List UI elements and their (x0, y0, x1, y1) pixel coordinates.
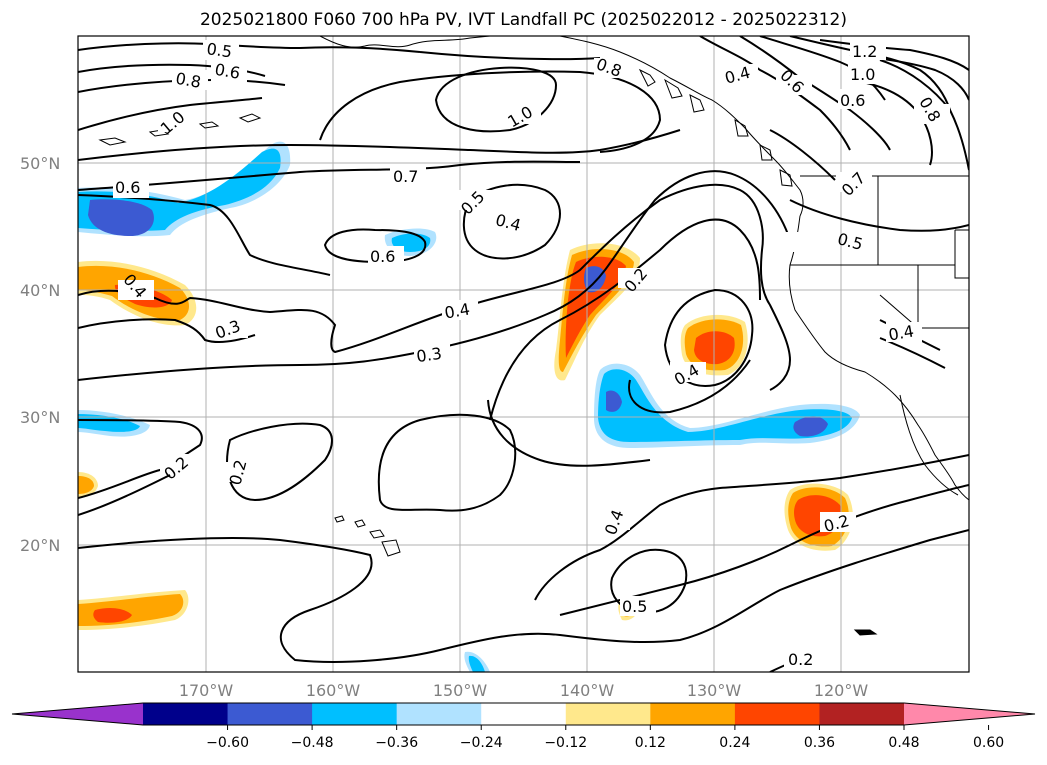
contour-label: 0.6 (840, 91, 865, 110)
contour-label-group: 0.5 0.6 0.8 1.0 1.0 0.8 0.4 0.6 1.2 1.0 … (113, 39, 950, 670)
colorbar-tick-label: −0.60 (206, 735, 249, 751)
contour-label: 1.2 (852, 42, 877, 61)
contour-label: 0.6 (370, 247, 395, 266)
latitude-labels: 50°N 40°N 30°N 20°N (20, 154, 60, 555)
colorbar-tick-label: 0.24 (719, 735, 750, 751)
map-title: 2025021800 F060 700 hPa PV, IVT Landfall… (199, 10, 847, 30)
contour-label: 0.6 (115, 178, 140, 197)
colorbar-tick-label: 0.60 (973, 735, 1004, 751)
colorbar-extend-low (12, 703, 143, 725)
contour-label: 0.3 (415, 344, 443, 366)
lat-label-50n: 50°N (20, 154, 60, 173)
coastlines (98, 36, 969, 636)
contour-label: 0.6 (213, 60, 241, 83)
colorbar-swatch (481, 703, 567, 725)
lon-label-170w: 170°W (179, 681, 234, 700)
colorbar-tick-label: 0.12 (635, 735, 666, 751)
colorbar-tick-label: −0.12 (544, 735, 587, 751)
shaded-areas (78, 141, 860, 672)
colorbar-tick-label: 0.48 (888, 735, 919, 751)
colorbar-tick-label: −0.48 (291, 735, 334, 751)
contour-label: 0.2 (788, 650, 813, 669)
contour-label: 0.4 (443, 299, 471, 322)
lon-label-120w: 120°W (814, 681, 869, 700)
lat-label-40n: 40°N (20, 281, 60, 300)
contour-label: 0.5 (205, 39, 233, 61)
colorbar-swatch (734, 703, 820, 725)
lon-label-140w: 140°W (560, 681, 615, 700)
lat-label-20n: 20°N (20, 536, 60, 555)
colorbar-tick-label: −0.36 (375, 735, 418, 751)
contour-label: 0.5 (622, 597, 647, 616)
longitude-labels: 170°W 160°W 150°W 140°W 130°W 120°W (179, 681, 869, 700)
lon-label-150w: 150°W (433, 681, 488, 700)
contour-label: 0.7 (393, 167, 418, 186)
colorbar-swatch (650, 703, 736, 725)
colorbar-swatch (819, 703, 905, 725)
colorbar-swatch (312, 703, 398, 725)
colorbar-extend-high (904, 703, 1035, 725)
map-frame (77, 35, 970, 673)
lat-label-30n: 30°N (20, 408, 60, 427)
contour-label: 1.0 (850, 65, 875, 84)
contour-label: 0.4 (887, 321, 915, 344)
contour-label: 0.8 (174, 69, 202, 92)
colorbar-tick-label: 0.36 (804, 735, 835, 751)
colorbar-swatch (565, 703, 651, 725)
colorbar-swatch (227, 703, 313, 725)
lon-label-130w: 130°W (687, 681, 742, 700)
colorbar-swatch (396, 703, 482, 725)
map-background (78, 36, 969, 672)
colorbar-tick-label: −0.24 (460, 735, 503, 751)
colorbar-outline (11, 702, 1036, 726)
colorbar: −0.60 −0.48 −0.36 −0.24 −0.12 0.12 0.24 0.36 0.4… (11, 702, 1036, 751)
lon-label-160w: 160°W (306, 681, 361, 700)
colorbar-swatch (143, 703, 229, 725)
